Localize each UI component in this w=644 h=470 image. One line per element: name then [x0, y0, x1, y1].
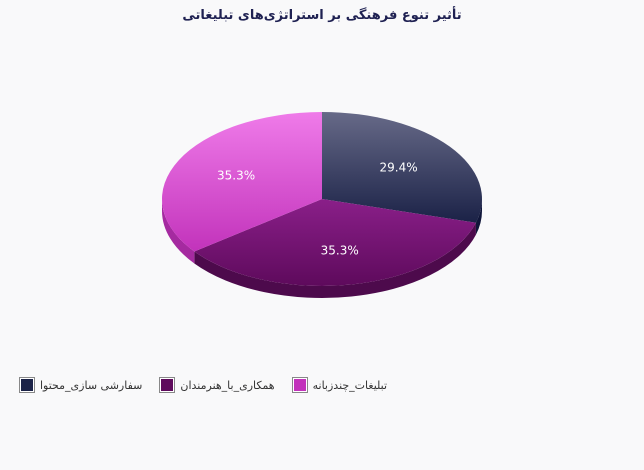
legend-swatch-artist-collaboration [160, 378, 175, 392]
pie-slice-1[interactable] [194, 199, 476, 286]
pie-slice-2[interactable] [162, 112, 322, 252]
slice-label-2: 35.3% [217, 169, 255, 183]
legend: سفارشی سازی_محتوا همکاری_با_هنرمندان تبل… [20, 378, 405, 392]
legend-swatch-multilingual-ads [292, 378, 307, 392]
pie-slice-0[interactable] [322, 112, 483, 223]
legend-label-content-customization: سفارشی سازی_محتوا [40, 378, 143, 392]
pie-side-1 [194, 222, 476, 298]
chart-title: تأثیر تنوع فرهنگی بر استراتژی‌های تبلیغا… [182, 8, 462, 23]
pie-side-0 [475, 199, 482, 235]
slice-label-0: 29.4% [380, 161, 418, 175]
pie-labels: 29.4% 35.3% 35.3% [217, 161, 418, 258]
legend-label-artist-collaboration: همکاری_با_هنرمندان [180, 378, 275, 392]
pie-tops [162, 112, 483, 286]
legend-item-multilingual-ads[interactable]: تبلیغات_چندزبانه [292, 378, 388, 392]
legend-swatch-content-customization [20, 378, 34, 392]
legend-item-content-customization[interactable]: سفارشی سازی_محتوا [20, 378, 142, 392]
pie-side-2 [162, 199, 195, 264]
slice-label-1: 35.3% [321, 243, 359, 257]
pie-sides [162, 199, 482, 298]
legend-label-multilingual-ads: تبلیغات_چندزبانه [312, 378, 388, 392]
legend-item-artist-collaboration[interactable]: همکاری_با_هنرمندان [160, 378, 275, 392]
